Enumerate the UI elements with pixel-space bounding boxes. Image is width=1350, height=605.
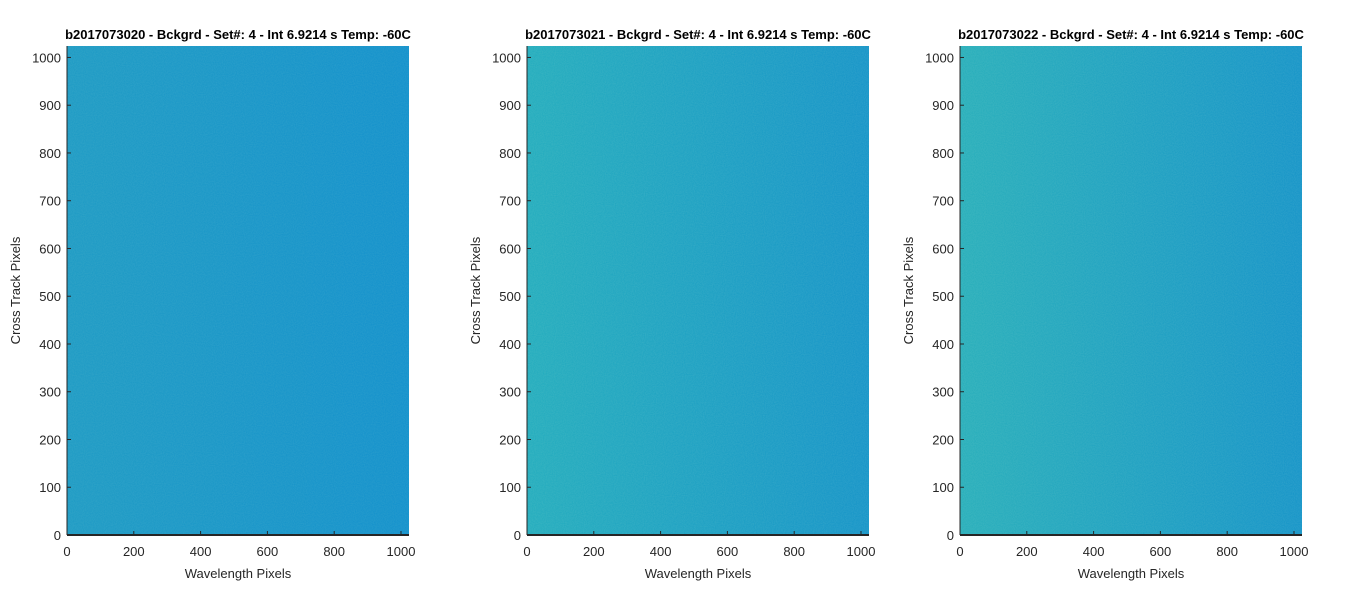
x-tick-label: 200: [123, 544, 145, 559]
y-tick-label: 700: [932, 194, 954, 209]
x-tick-label: 800: [1216, 544, 1238, 559]
y-tick-label: 300: [499, 385, 521, 400]
y-tick-label: 500: [499, 289, 521, 304]
y-tick-label: 900: [499, 98, 521, 113]
y-tick-label: 800: [932, 146, 954, 161]
chart-panel-3: 0 200 400 600 800 1000 0 100 200 300 400 500 600 700 8…: [901, 27, 1308, 581]
y-tick-label: 900: [39, 98, 61, 113]
x-tick-label: 400: [1083, 544, 1105, 559]
y-tick-label: 600: [39, 241, 61, 256]
x-tick-label: 1000: [387, 544, 416, 559]
y-tick-label: 600: [499, 241, 521, 256]
x-tick-label: 600: [717, 544, 739, 559]
y-tick-label: 800: [499, 146, 521, 161]
y-tick-label: 500: [39, 289, 61, 304]
y-tick-label: 300: [39, 385, 61, 400]
x-tick-label: 600: [257, 544, 279, 559]
y-tick-label: 0: [54, 528, 61, 543]
y-tick-label: 700: [39, 194, 61, 209]
y-tick-label: 400: [39, 337, 61, 352]
y-tick-label: 100: [932, 480, 954, 495]
x-tick-label: 800: [783, 544, 805, 559]
x-tick-label: 600: [1150, 544, 1172, 559]
y-tick-label: 900: [932, 98, 954, 113]
y-tick-label: 0: [947, 528, 954, 543]
y-tick-label: 1000: [925, 50, 954, 65]
x-tick-label: 200: [1016, 544, 1038, 559]
y-tick-label: 0: [514, 528, 521, 543]
x-tick-label: 200: [583, 544, 605, 559]
chart-title: b2017073022 - Bckgrd - Set#: 4 - Int 6.9…: [958, 27, 1304, 42]
y-tick-label: 600: [932, 241, 954, 256]
y-tick-label: 200: [499, 432, 521, 447]
y-axis-label: Cross Track Pixels: [468, 236, 483, 344]
x-tick-label: 400: [650, 544, 672, 559]
x-tick-label: 1000: [1280, 544, 1309, 559]
heatmap-noise: [527, 46, 869, 535]
x-tick-label: 0: [63, 544, 70, 559]
y-tick-label: 200: [39, 432, 61, 447]
x-axis-label: Wavelength Pixels: [1078, 566, 1185, 581]
chart-title: b2017073020 - Bckgrd - Set#: 4 - Int 6.9…: [65, 27, 411, 42]
y-tick-label: 1000: [492, 50, 521, 65]
y-tick-label: 300: [932, 385, 954, 400]
y-tick-label: 100: [39, 480, 61, 495]
y-axis-label: Cross Track Pixels: [901, 236, 916, 344]
x-axis-label: Wavelength Pixels: [645, 566, 752, 581]
x-tick-label: 1000: [847, 544, 876, 559]
heatmap-noise: [67, 46, 409, 535]
y-tick-label: 100: [499, 480, 521, 495]
y-tick-label: 700: [499, 194, 521, 209]
chart-title: b2017073021 - Bckgrd - Set#: 4 - Int 6.9…: [525, 27, 871, 42]
heatmap-noise: [960, 46, 1302, 535]
y-tick-label: 500: [932, 289, 954, 304]
y-tick-label: 800: [39, 146, 61, 161]
x-tick-label: 800: [323, 544, 345, 559]
y-tick-label: 400: [932, 337, 954, 352]
chart-panel-2: 0 200 400 600 800 1000 0 100 200 300 400 500 600 700 8…: [468, 27, 875, 581]
chart-panel-1: 0 200 400 600 800 1000 0 100 200 300 400 500 600 700 8…: [8, 27, 415, 581]
x-tick-label: 400: [190, 544, 212, 559]
y-axis-label: Cross Track Pixels: [8, 236, 23, 344]
y-tick-label: 400: [499, 337, 521, 352]
x-tick-label: 0: [523, 544, 530, 559]
x-tick-label: 0: [956, 544, 963, 559]
x-axis-label: Wavelength Pixels: [185, 566, 292, 581]
y-tick-label: 1000: [32, 50, 61, 65]
y-tick-label: 200: [932, 432, 954, 447]
